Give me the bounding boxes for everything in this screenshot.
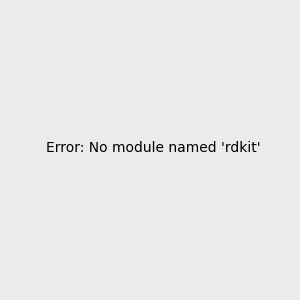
Text: Error: No module named 'rdkit': Error: No module named 'rdkit' <box>46 140 261 154</box>
